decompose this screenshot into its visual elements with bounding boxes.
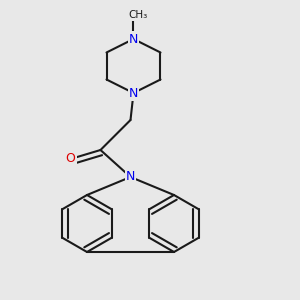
- Text: CH₃: CH₃: [128, 10, 148, 20]
- Text: N: N: [129, 32, 138, 46]
- Text: N: N: [129, 86, 138, 100]
- Text: O: O: [66, 152, 75, 166]
- Text: N: N: [126, 170, 135, 184]
